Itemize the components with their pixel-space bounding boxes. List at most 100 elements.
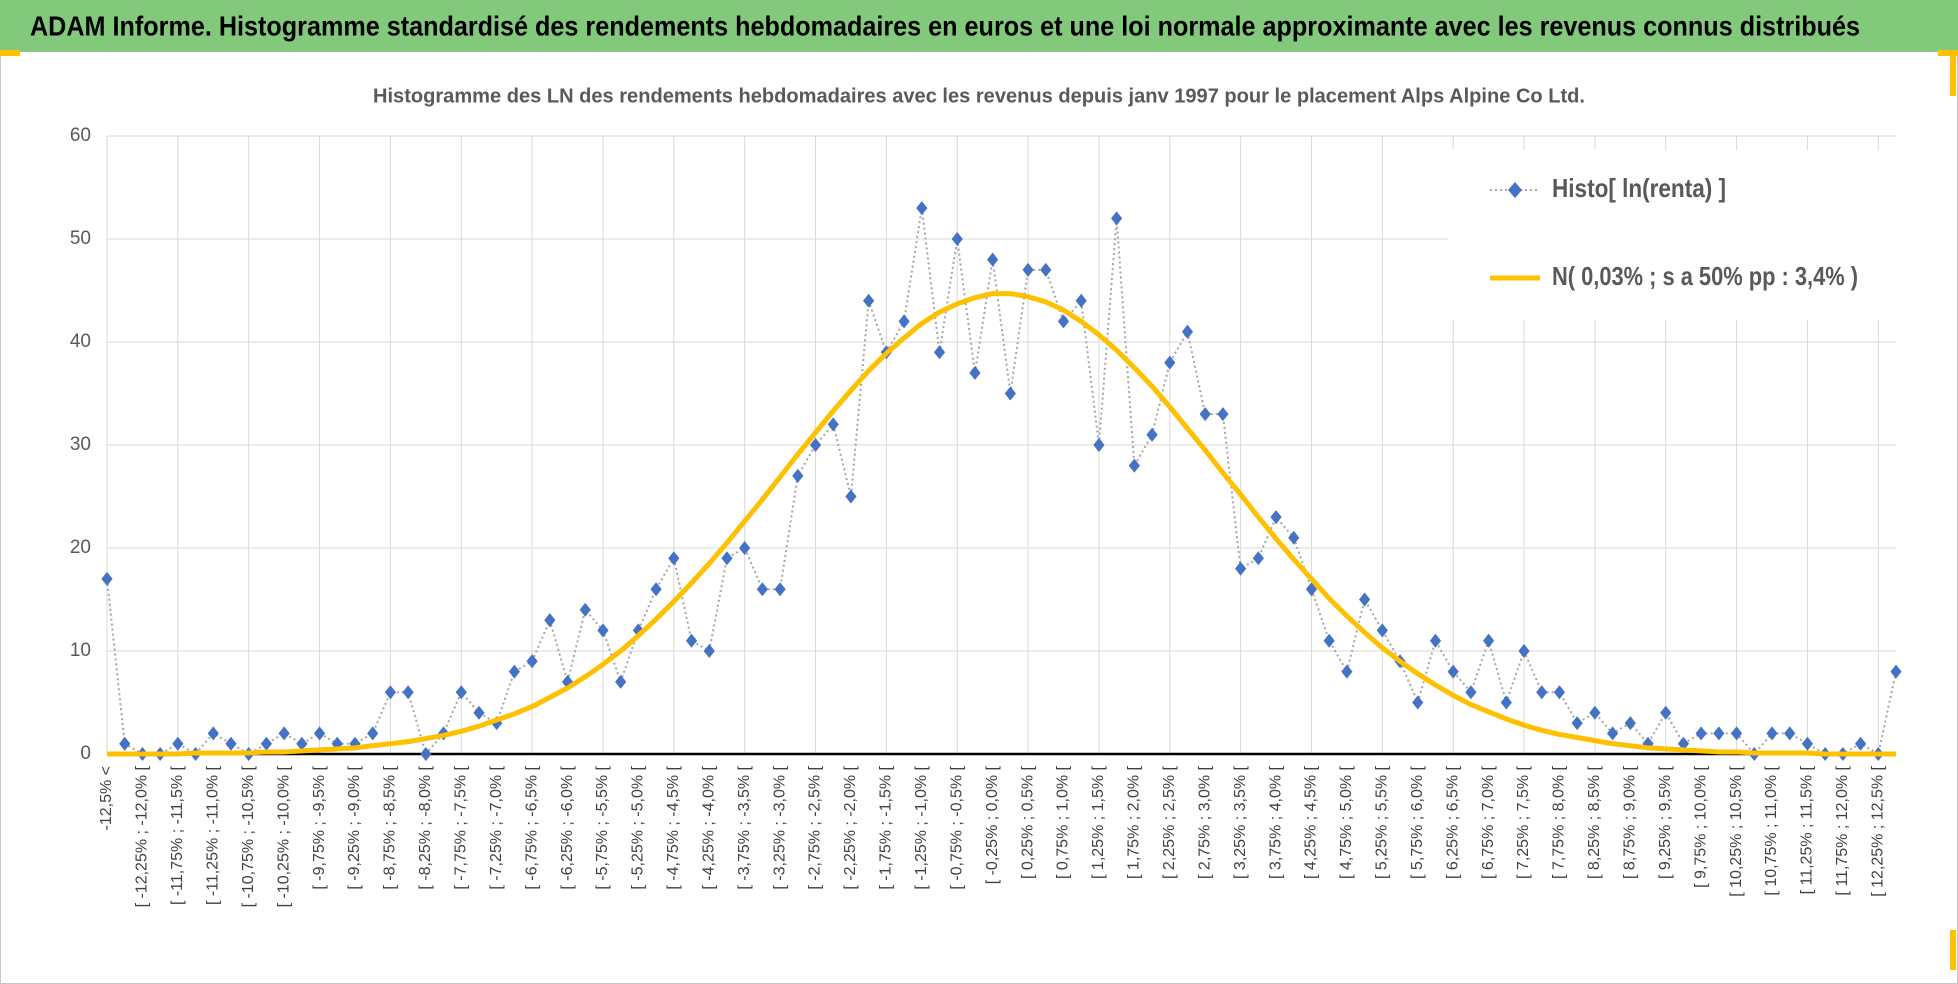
marker <box>951 232 963 246</box>
marker <box>402 685 414 700</box>
plot <box>101 201 1902 761</box>
y-tick-label: 40 <box>70 331 91 352</box>
marker <box>845 489 857 504</box>
x-tick-label: [ -10,75% ; -10,5% [ <box>240 765 257 907</box>
y-tick-label: 10 <box>70 640 91 661</box>
x-tick-label: [ -1,75% ; -1,5% [ <box>878 765 895 889</box>
marker <box>1571 716 1583 731</box>
marker <box>1854 736 1867 751</box>
x-tick-label: [ -7,75% ; -7,5% [ <box>452 765 469 889</box>
marker <box>1412 695 1424 710</box>
x-tick-label: [ -3,25% ; -3,0% [ <box>771 765 788 889</box>
x-tick-label: [ -0,25% ; 0,0% [ <box>984 765 1001 884</box>
x-tick-label: [ -8,25% ; -8,0% [ <box>417 765 434 889</box>
marker <box>225 736 237 751</box>
marker <box>473 705 485 720</box>
marker <box>1766 726 1778 741</box>
x-tick-label: [ -9,25% ; -9,0% [ <box>346 765 363 889</box>
x-tick-label: [ 10,75% ; 11,0% [ <box>1763 765 1780 895</box>
marker <box>739 541 751 555</box>
x-tick-label: [ 0,75% ; 1,0% [ <box>1055 765 1072 879</box>
marker <box>827 417 839 432</box>
marker <box>1695 726 1707 741</box>
y-tick-label: 0 <box>80 743 91 764</box>
marker <box>1111 211 1123 226</box>
marker <box>1075 293 1087 308</box>
marker <box>384 685 397 700</box>
x-tick-label: [ -4,75% ; -4,5% [ <box>665 765 682 889</box>
corner-mark <box>1938 50 1958 56</box>
header-bar <box>0 0 1958 52</box>
x-tick-label: [ 11,75% ; 12,0% [ <box>1834 765 1851 895</box>
marker <box>1500 695 1512 710</box>
x-tick-label: [ 6,25% ; 6,5% [ <box>1444 765 1461 879</box>
marker <box>1660 705 1672 720</box>
marker <box>1589 705 1601 720</box>
marker <box>1536 685 1548 700</box>
legend-box <box>1448 150 1896 320</box>
marker <box>1483 633 1495 648</box>
y-tick-label: 20 <box>70 537 91 558</box>
marker <box>809 438 822 452</box>
x-tick-label: [ 8,25% ; 8,5% [ <box>1586 765 1603 879</box>
marker <box>544 613 556 628</box>
x-tick-label: [ -9,75% ; -9,5% [ <box>311 765 328 889</box>
x-tick-label: [ 4,25% ; 4,5% [ <box>1303 765 1320 879</box>
marker <box>774 582 786 597</box>
marker <box>756 582 768 597</box>
marker <box>455 685 467 700</box>
marker <box>1376 623 1388 638</box>
marker <box>1553 685 1566 700</box>
y-tick-label: 50 <box>70 228 91 249</box>
marker <box>987 252 999 267</box>
marker <box>1784 726 1796 741</box>
marker <box>1801 736 1814 751</box>
x-tick-label: [ 3,25% ; 3,5% [ <box>1232 765 1249 879</box>
x-tick-label: [ -6,25% ; -6,0% [ <box>559 765 576 889</box>
chart-title: Histogramme des LN des rendements hebdom… <box>373 85 1585 107</box>
marker <box>1093 438 1105 452</box>
marker <box>579 602 591 617</box>
y-tick-label: 30 <box>70 434 91 455</box>
marker <box>1341 664 1353 679</box>
x-tick-label: [ -0,75% ; -0,5% [ <box>948 765 965 889</box>
marker <box>1642 736 1654 751</box>
marker <box>526 654 538 669</box>
marker <box>508 664 520 679</box>
marker <box>969 365 981 380</box>
marker <box>296 736 308 751</box>
marker <box>1181 324 1194 339</box>
x-tick-label: [ 1,75% ; 2,0% [ <box>1126 765 1143 879</box>
legend-marker <box>1508 182 1522 198</box>
marker <box>207 726 219 741</box>
marker <box>1164 355 1176 370</box>
marker <box>1288 530 1300 545</box>
marker <box>1022 262 1034 277</box>
x-tick-label: [ -3,75% ; -3,5% [ <box>736 765 753 889</box>
x-tick-label: [ 5,25% ; 5,5% [ <box>1374 765 1391 879</box>
marker <box>1429 633 1442 648</box>
x-tick-label: [ -12,25% ; -12,0% [ <box>134 765 151 907</box>
corner-mark <box>0 50 20 56</box>
marker <box>260 736 273 751</box>
marker <box>1252 551 1264 566</box>
marker <box>1624 716 1636 731</box>
marker <box>367 726 379 741</box>
marker <box>1359 592 1371 607</box>
x-tick-label: [ 11,25% ; 11,5% [ <box>1799 765 1816 894</box>
marker <box>863 293 875 308</box>
x-tick-label: [ -11,75% ; -11,5% [ <box>169 765 186 905</box>
marker <box>278 726 290 741</box>
x-tick-label: [ -10,25% ; -10,0% [ <box>275 765 292 907</box>
header-title: ADAM Informe. Histogramme standardisé de… <box>30 10 1860 41</box>
marker <box>420 747 432 761</box>
corner-mark <box>1950 56 1956 96</box>
marker <box>1004 386 1016 401</box>
marker <box>1730 726 1743 741</box>
marker <box>1057 314 1070 329</box>
marker <box>650 582 662 597</box>
marker <box>1677 736 1690 751</box>
marker <box>1040 262 1052 277</box>
x-tick-label: [ 9,25% ; 9,5% [ <box>1657 765 1674 879</box>
